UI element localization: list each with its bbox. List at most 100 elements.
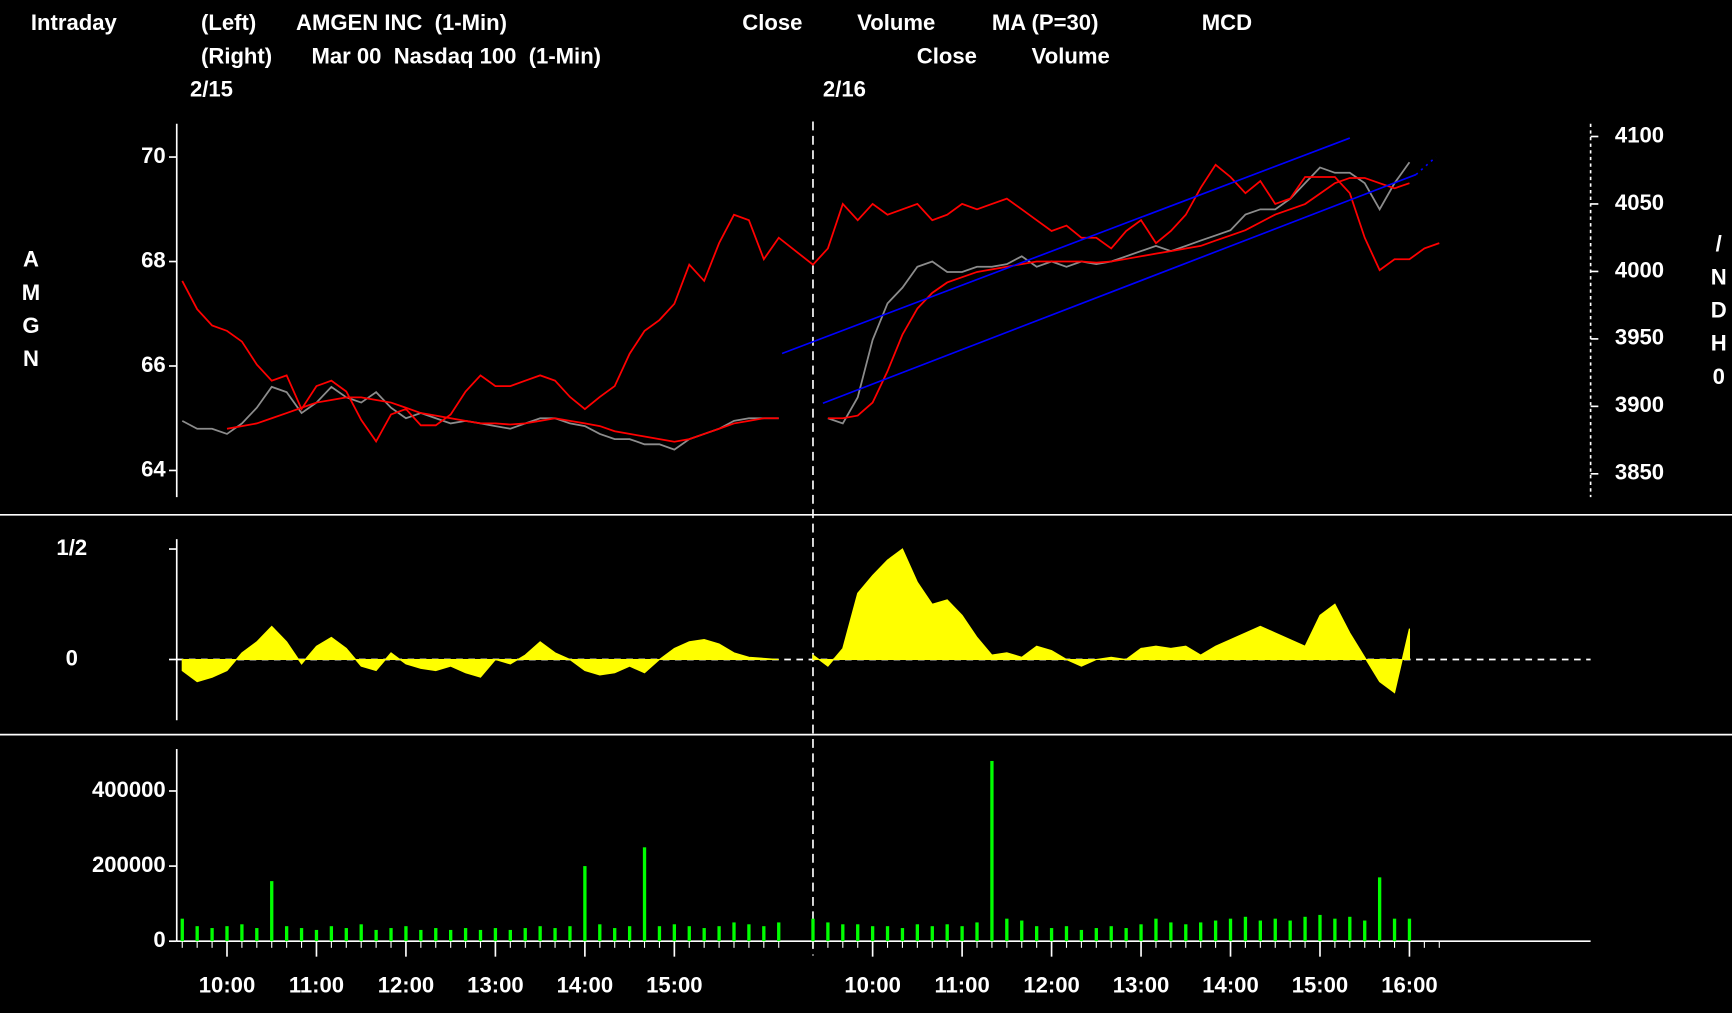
volume-bar: [1169, 922, 1173, 942]
right-tag: (Right): [201, 43, 272, 68]
volume-bar: [1288, 920, 1292, 942]
title: Intraday: [31, 10, 118, 35]
x-tick-label: 14:00: [1202, 972, 1258, 997]
volume-bar: [1213, 920, 1218, 942]
volume-bar: [493, 928, 498, 942]
trend-line: [1415, 156, 1437, 176]
area: [812, 548, 1411, 694]
volume-bar: [225, 926, 229, 942]
volume-bar: [553, 928, 557, 942]
x-tick-label: 12:00: [1023, 972, 1079, 997]
volume-bar: [344, 928, 348, 942]
volume-bar: [463, 928, 468, 942]
volume-bar: [314, 929, 319, 942]
x-tick-label: 11:00: [289, 972, 344, 997]
volume-bar: [717, 926, 721, 942]
volume-bar: [1094, 928, 1098, 942]
volume-bar: [870, 926, 875, 942]
volume-bar: [1392, 918, 1397, 942]
volume-bar: [434, 928, 438, 942]
volume-bar: [990, 760, 994, 942]
trend-channel: [781, 137, 1437, 404]
legend-entry: MCD: [1202, 10, 1252, 35]
volume-bar: [284, 926, 289, 942]
volume-bar: [1407, 918, 1412, 942]
y-tick-label: 3900: [1615, 392, 1664, 417]
volume-bar: [598, 924, 602, 942]
y-tick-label: 1/2: [56, 535, 87, 560]
volume-bar: [900, 928, 905, 942]
x-tick-label: 16:00: [1381, 972, 1437, 997]
volume-bar: [960, 926, 964, 942]
y-tick-label: 4050: [1615, 190, 1664, 215]
volume-bar: [374, 929, 378, 942]
volume-bar: [583, 866, 587, 942]
y-tick-label: 68: [141, 247, 166, 272]
volume-bar: [1020, 920, 1024, 942]
volume-bar: [1064, 926, 1069, 942]
x-tick-label: 11:00: [934, 972, 989, 997]
volume-bar: [195, 926, 199, 942]
volume-bar: [508, 929, 512, 942]
volume-bar: [687, 926, 691, 942]
volume-bar: [1079, 929, 1084, 942]
volume-bar: [672, 924, 677, 942]
legend-entry: Close: [742, 10, 802, 35]
area: [181, 625, 779, 683]
volume-bar: [1184, 924, 1188, 942]
volume-bar: [1139, 924, 1143, 942]
volume-bar: [1303, 916, 1307, 942]
volume-bar: [1258, 920, 1262, 942]
date-label: 2/15: [190, 76, 233, 101]
volume-bar: [240, 924, 244, 942]
volume-bar: [856, 924, 860, 942]
y-tick-label: 66: [141, 352, 166, 377]
trend-line: [781, 137, 1351, 355]
volume-bar: [1228, 918, 1233, 942]
x-tick-label: 15:00: [1292, 972, 1348, 997]
volume-bar: [930, 926, 934, 942]
volume-bar: [255, 928, 259, 942]
x-tick-label: 10:00: [199, 972, 255, 997]
volume-bar: [841, 924, 845, 942]
x-tick-label: 14:00: [557, 972, 613, 997]
x-tick-label: 10:00: [844, 972, 900, 997]
volume-bar: [1377, 877, 1382, 942]
left-name: AMGEN INC (1-Min): [296, 10, 507, 35]
volume-bar: [1348, 916, 1352, 942]
y-tick-label: 4100: [1615, 122, 1664, 147]
x-tick-label: 12:00: [378, 972, 434, 997]
trend-line: [822, 173, 1417, 404]
volume-bar: [732, 922, 736, 942]
plot: 0 200000 400000 10:00 11:00 12:00 13:00 14:00 15…: [56, 122, 1664, 997]
series-line: [181, 163, 1440, 444]
legend-entry: MA (P=30): [992, 10, 1099, 35]
y-tick-label: 64: [141, 456, 166, 481]
volume-bar: [826, 922, 830, 942]
volume-bar: [419, 929, 423, 942]
volume-bar: [777, 922, 781, 942]
volume-bar: [1109, 926, 1113, 942]
volume-bar: [1363, 920, 1367, 942]
volume-bar: [1049, 928, 1054, 942]
volume-bar: [915, 924, 920, 942]
volume-bar: [523, 928, 527, 942]
volume-bar: [1333, 918, 1337, 942]
volume-bar: [1199, 922, 1203, 942]
volume-bar: [975, 922, 979, 942]
x-tick-label: 13:00: [1113, 972, 1169, 997]
y2-axis-label: / N D H 0: [1711, 231, 1727, 389]
y-tick-label: 70: [141, 143, 166, 168]
right-name: Mar 00 Nasdaq 100 (1-Min): [311, 43, 601, 68]
volume-bar: [568, 926, 572, 942]
volume-bar: [1035, 926, 1039, 942]
volume-bar: [1005, 918, 1009, 942]
date-label: 2/16: [823, 76, 866, 101]
left-tag: (Left): [201, 10, 256, 35]
volume-bar: [945, 924, 949, 942]
y-tick-label: 3850: [1615, 460, 1664, 485]
y-tick-label: 4000: [1615, 257, 1664, 282]
series-line: [226, 177, 1410, 443]
